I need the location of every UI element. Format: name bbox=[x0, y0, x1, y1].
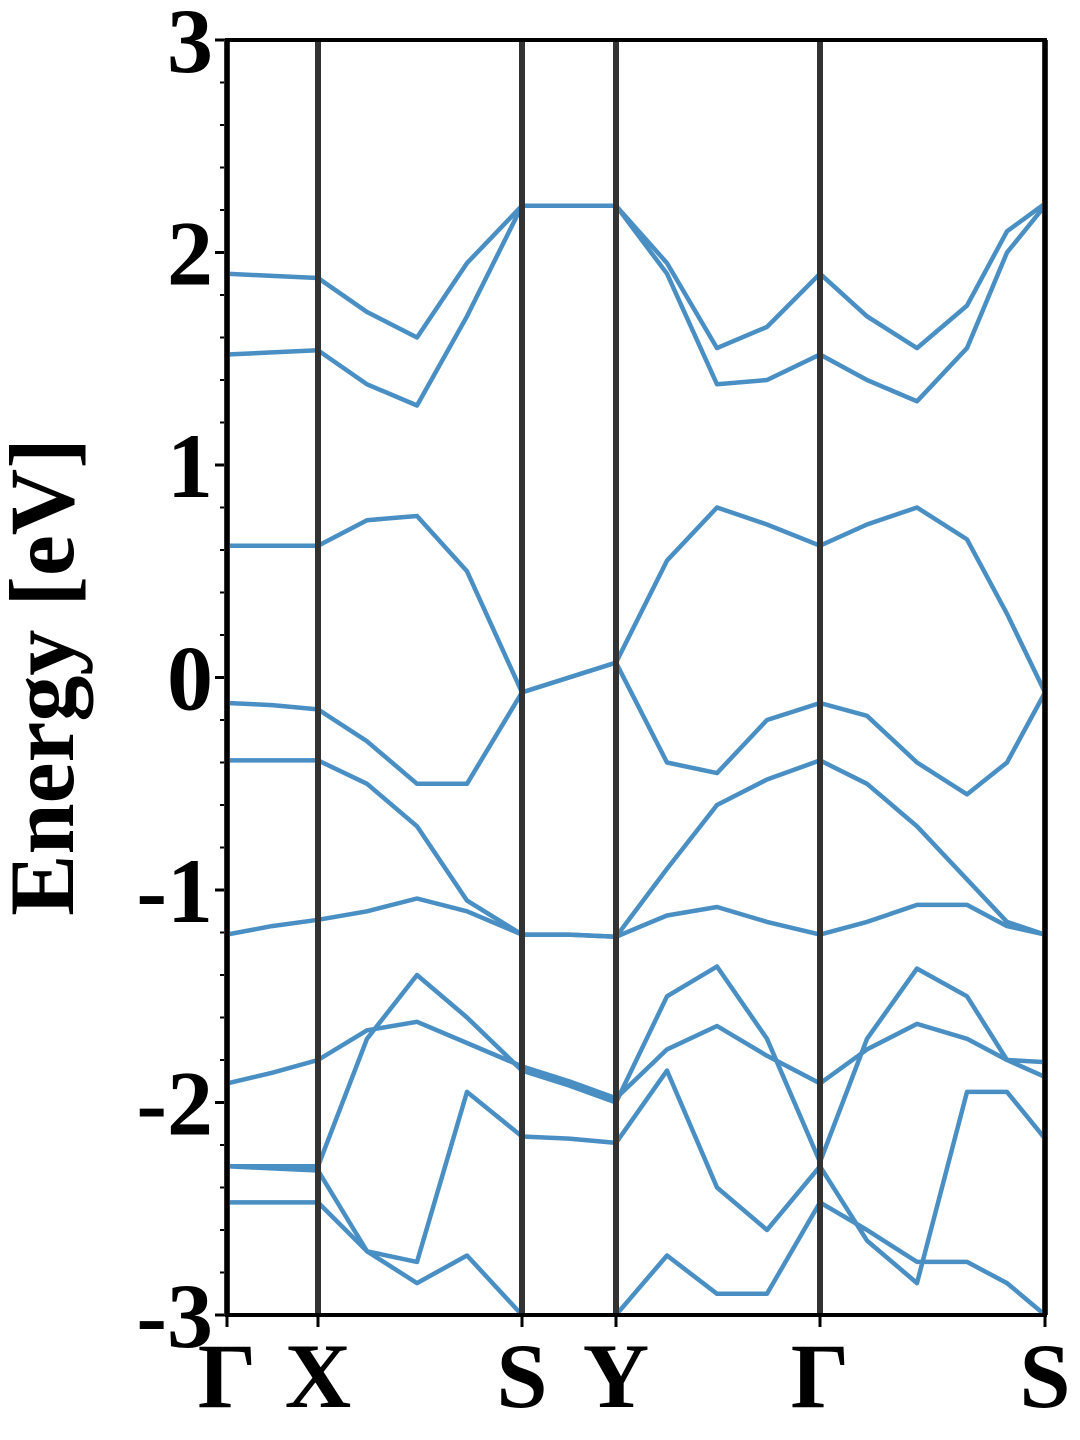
y-tick-label: -3 bbox=[136, 1265, 213, 1367]
band-line bbox=[227, 1068, 1045, 1286]
band-line bbox=[227, 201, 1045, 351]
y-tick-label: -2 bbox=[136, 1053, 213, 1155]
y-tick-label: -1 bbox=[136, 840, 213, 942]
x-tick-label: S bbox=[496, 1325, 547, 1427]
y-tick-label: 1 bbox=[167, 415, 213, 517]
plot-frame bbox=[225, 38, 1047, 1317]
y-axis-label: Energy [eV] bbox=[0, 438, 93, 916]
plot-area bbox=[227, 201, 1045, 1315]
x-tick-label: S bbox=[1019, 1325, 1070, 1427]
x-tick-label: Γ bbox=[791, 1325, 850, 1427]
y-tick-label: 3 bbox=[167, 0, 213, 92]
x-tick-label: Y bbox=[583, 1325, 649, 1427]
band-line bbox=[227, 964, 1045, 1169]
y-tick-label: 2 bbox=[167, 203, 213, 305]
band-line bbox=[227, 203, 1045, 408]
band-line bbox=[227, 505, 1045, 695]
y-tick-label: 0 bbox=[167, 628, 213, 730]
band-line bbox=[227, 896, 1045, 940]
band-line bbox=[227, 660, 1045, 797]
band-line bbox=[227, 1200, 1045, 1315]
x-tick-label: X bbox=[285, 1325, 351, 1427]
x-tick-label: Γ bbox=[198, 1325, 257, 1427]
band-line bbox=[227, 1019, 1045, 1101]
band-line bbox=[227, 758, 1045, 940]
